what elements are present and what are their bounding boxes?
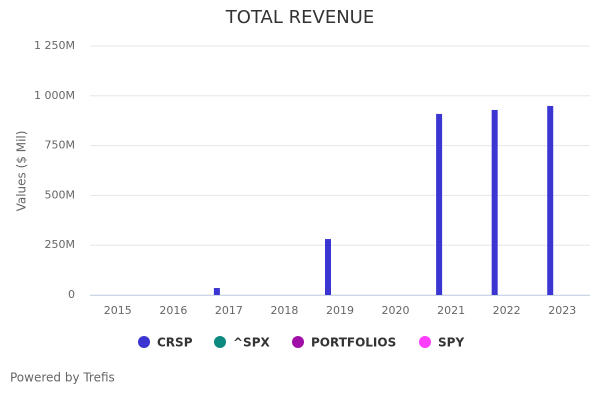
legend-label[interactable]: PORTFOLIOS [311, 336, 396, 350]
y-tick-label: 250M [45, 238, 76, 251]
bar [325, 239, 331, 295]
x-tick-label: 2023 [548, 304, 576, 317]
legend-marker[interactable] [419, 336, 431, 348]
x-tick-label: 2017 [215, 304, 243, 317]
y-tick-label: 1 000M [34, 89, 75, 102]
x-tick-label: 2022 [493, 304, 521, 317]
legend-marker[interactable] [138, 336, 150, 348]
legend-label[interactable]: ^SPX [233, 336, 270, 350]
x-tick-label: 2019 [326, 304, 354, 317]
bar [436, 113, 443, 295]
y-tick-label: 500M [45, 188, 76, 201]
bar [213, 288, 220, 295]
x-tick-label: 2015 [104, 304, 132, 317]
x-tick-label: 2020 [382, 304, 410, 317]
x-tick-label: 2021 [437, 304, 465, 317]
legend-label[interactable]: CRSP [157, 336, 193, 350]
chart-title: TOTAL REVENUE [225, 7, 374, 28]
x-tick-label: 2016 [159, 304, 187, 317]
bar [547, 105, 554, 295]
legend-label[interactable]: SPY [438, 336, 464, 350]
x-tick-label: 2018 [270, 304, 298, 317]
bar [491, 109, 498, 295]
legend-marker[interactable] [214, 336, 226, 348]
credit: Powered by Trefis [10, 371, 115, 385]
y-tick-label: 1 250M [34, 39, 75, 52]
y-tick-label: 750M [45, 139, 76, 152]
y-axis-label: Values ($ Mil) [15, 131, 29, 212]
y-tick-label: 0 [68, 288, 75, 301]
legend-marker[interactable] [292, 336, 304, 348]
